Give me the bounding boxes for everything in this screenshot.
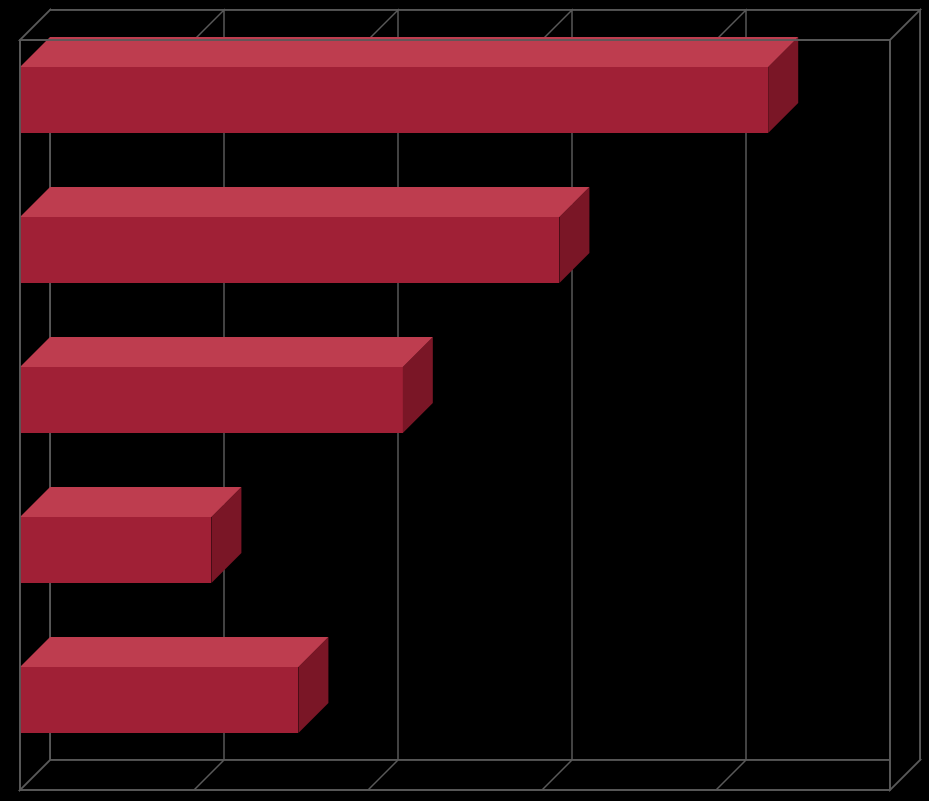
chart-3d-hbar <box>0 0 929 801</box>
plot-front-edges <box>0 0 929 801</box>
